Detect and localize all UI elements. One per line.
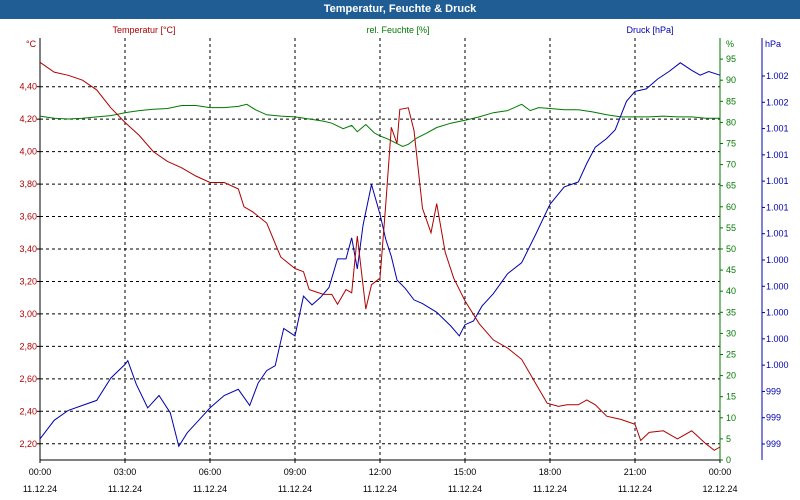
humidity-tick-label: 0	[726, 455, 731, 465]
pressure-tick-label: 1.000	[766, 360, 789, 370]
pressure-tick-label: 1.000	[766, 255, 789, 265]
temperature-tick-label: 2,20	[19, 439, 37, 449]
pressure-tick-label: 1.001	[766, 229, 789, 239]
temperature-tick-label: 3,40	[19, 244, 37, 254]
humidity-tick-label: 85	[726, 96, 736, 106]
pressure-tick-label: 999	[766, 439, 781, 449]
x-tick-time: 21:00	[624, 467, 647, 477]
humidity-tick-label: 70	[726, 160, 736, 170]
pressure-unit-label: hPa	[765, 39, 781, 49]
pressure-tick-label: 999	[766, 413, 781, 423]
humidity-tick-label: 65	[726, 181, 736, 191]
x-tick-date: 11.12.24	[108, 484, 142, 494]
humidity-tick-label: 80	[726, 117, 736, 127]
x-tick-time: 12:00	[369, 467, 392, 477]
x-tick-time: 03:00	[114, 467, 137, 477]
x-tick-date: 11.12.24	[533, 484, 567, 494]
x-tick-time: 00:00	[29, 467, 52, 477]
humidity-tick-label: 90	[726, 75, 736, 85]
humidity-series-line	[39, 103, 720, 148]
humidity-tick-label: 75	[726, 139, 736, 149]
pressure-tick-label: 1.002	[766, 97, 789, 107]
grid	[40, 38, 720, 460]
series-group	[39, 61, 721, 451]
humidity-tick-label: 35	[726, 307, 736, 317]
x-tick-time: 06:00	[199, 467, 222, 477]
pressure-series-line	[39, 62, 721, 448]
humidity-unit-label: %	[726, 39, 734, 49]
pressure-tick-label: 1.002	[766, 71, 789, 81]
humidity-tick-label: 5	[726, 434, 731, 444]
x-tick-date: 11.12.24	[618, 484, 652, 494]
pressure-tick-label: 1.000	[766, 281, 789, 291]
x-tick-date: 12.12.24	[702, 484, 737, 494]
humidity-tick-label: 10	[726, 413, 736, 423]
x-tick-time: 18:00	[539, 467, 562, 477]
temperature-series-line	[39, 61, 721, 451]
pressure-tick-label: 999	[766, 386, 781, 396]
temperature-tick-label: 4,00	[19, 147, 37, 157]
temperature-legend: Temperatur [°C]	[112, 25, 175, 35]
temperature-tick-label: 3,00	[19, 309, 37, 319]
x-tick-date: 11.12.24	[278, 484, 312, 494]
temperature-tick-label: 3,60	[19, 212, 37, 222]
pressure-tick-label: 1.001	[766, 150, 789, 160]
temperature-tick-label: 2,60	[19, 374, 37, 384]
x-tick-time: 09:00	[284, 467, 307, 477]
pressure-tick-label: 1.001	[766, 176, 789, 186]
axes: 00:00 11.12.24 03:00 11.12.24 06:00 11.12.24 0…	[19, 54, 788, 494]
humidity-tick-label: 50	[726, 244, 736, 254]
temperature-tick-label: 3,80	[19, 179, 37, 189]
humidity-tick-label: 45	[726, 265, 736, 275]
x-tick-time: 15:00	[454, 467, 477, 477]
temperature-tick-label: 4,40	[19, 82, 37, 92]
humidity-tick-label: 15	[726, 392, 736, 402]
pressure-tick-label: 1.001	[766, 202, 789, 212]
humidity-tick-label: 55	[726, 223, 736, 233]
temperature-tick-label: 3,20	[19, 276, 37, 286]
temperature-unit-label: °C	[26, 39, 37, 49]
humidity-tick-label: 60	[726, 202, 736, 212]
humidity-tick-label: 30	[726, 328, 736, 338]
x-tick-date: 11.12.24	[363, 484, 397, 494]
humidity-tick-label: 25	[726, 350, 736, 360]
x-tick-date: 11.12.24	[23, 484, 57, 494]
pressure-legend: Druck [hPa]	[626, 25, 673, 35]
humidity-tick-label: 40	[726, 286, 736, 296]
window-title: Temperatur, Feuchte & Druck	[0, 0, 800, 19]
humidity-tick-label: 20	[726, 371, 736, 381]
pressure-tick-label: 1.001	[766, 124, 789, 134]
x-tick-time: 00:00	[709, 467, 732, 477]
temperature-tick-label: 2,80	[19, 341, 37, 351]
pressure-tick-label: 1.000	[766, 308, 789, 318]
x-tick-date: 11.12.24	[193, 484, 227, 494]
humidity-tick-label: 95	[726, 54, 736, 64]
temperature-tick-label: 2,40	[19, 406, 37, 416]
temperature-tick-label: 4,20	[19, 114, 37, 124]
x-tick-date: 11.12.24	[448, 484, 482, 494]
pressure-tick-label: 1.000	[766, 334, 789, 344]
humidity-legend: rel. Feuchte [%]	[366, 25, 429, 35]
